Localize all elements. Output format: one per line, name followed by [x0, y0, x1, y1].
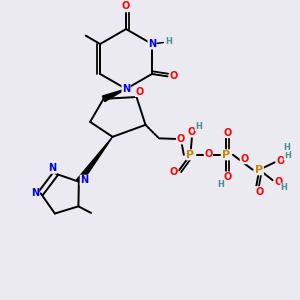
Text: O: O [177, 134, 185, 144]
Text: O: O [169, 167, 178, 177]
Text: P: P [186, 150, 194, 160]
Polygon shape [102, 89, 126, 102]
Text: O: O [276, 156, 284, 166]
Text: N: N [80, 175, 88, 185]
Text: N: N [122, 84, 130, 94]
Text: O: O [255, 187, 263, 196]
Text: N: N [148, 39, 156, 49]
Text: H: H [195, 122, 202, 130]
Text: O: O [224, 128, 232, 138]
Text: O: O [169, 71, 178, 81]
Text: O: O [122, 1, 130, 11]
Text: O: O [224, 172, 232, 182]
Text: O: O [240, 154, 248, 164]
Text: H: H [281, 183, 288, 192]
Text: O: O [135, 87, 144, 97]
Text: H: H [284, 151, 291, 160]
Text: O: O [188, 127, 196, 137]
Text: O: O [204, 149, 212, 159]
Text: P: P [222, 150, 230, 160]
Text: N: N [49, 163, 57, 173]
Text: O: O [274, 177, 282, 187]
Text: H: H [283, 143, 290, 152]
Text: N: N [31, 188, 39, 198]
Text: H: H [165, 37, 172, 46]
Polygon shape [76, 137, 112, 184]
Text: P: P [255, 165, 263, 175]
Text: H: H [217, 180, 224, 189]
